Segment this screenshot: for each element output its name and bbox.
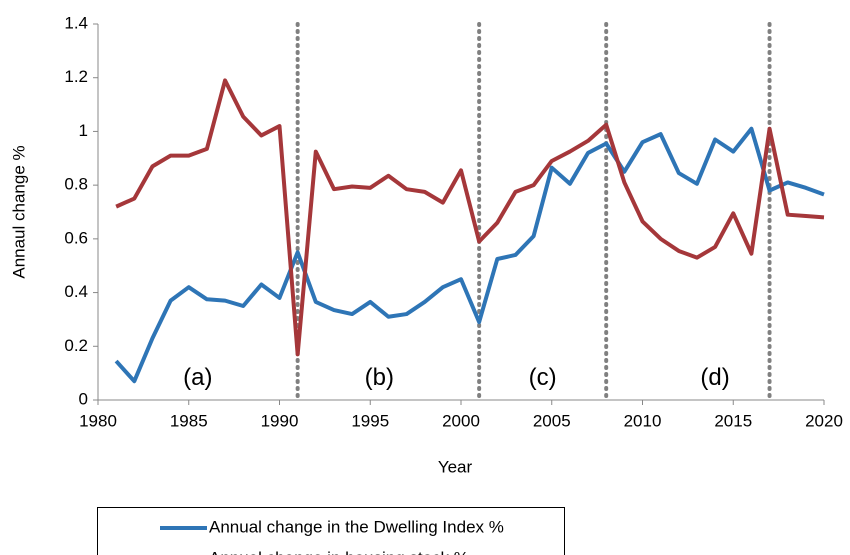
y-tick-label: 0 [79,389,88,408]
x-tick-label: 2010 [624,411,662,430]
x-tick-label: 2000 [442,411,480,430]
y-tick-label: 0.6 [64,228,88,247]
y-tick-label: 1.2 [64,67,88,86]
series-line [114,126,825,384]
legend-label: Annual change in housing stock % [209,548,469,555]
y-axis-label: Annaul change % [9,145,28,278]
annotation: (b) [365,364,394,391]
x-tick-label: 2020 [805,411,843,430]
y-tick-label: 0.2 [64,336,88,355]
y-tick-label: 0.4 [64,282,88,301]
legend-box [97,507,565,555]
x-tick-label: 1985 [170,411,208,430]
annotation: (a) [183,364,212,391]
legend-label: Annual change in the Dwelling Index % [209,517,504,536]
annotation: (d) [700,364,729,391]
y-tick-label: 1 [79,121,88,140]
y-tick-label: 1.4 [64,13,88,32]
x-tick-label: 1995 [351,411,389,430]
x-tick-label: 1990 [261,411,299,430]
y-tick-label: 0.8 [64,175,88,194]
x-tick-label: 2015 [714,411,752,430]
x-tick-label: 1980 [79,411,117,430]
x-axis-label: Year [438,457,473,476]
series-line [115,78,825,357]
x-tick-label: 2005 [533,411,571,430]
annotation: (c) [529,364,557,391]
